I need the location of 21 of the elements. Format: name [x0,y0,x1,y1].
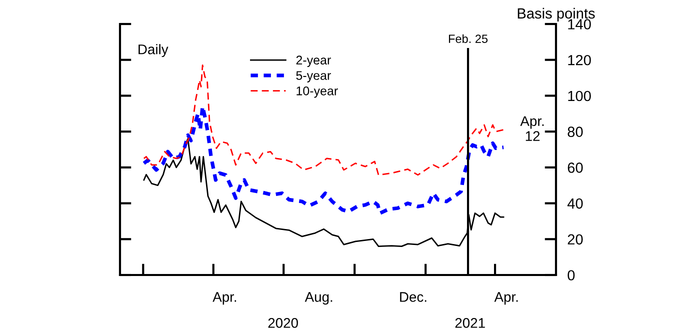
legend-label: 10-year [296,86,338,98]
annotation: Daily [138,44,168,58]
x-tick-label: Apr. [212,292,236,305]
y-tick-label: 0 [568,270,575,280]
y-tick-label: 140 [568,19,591,30]
text: 2020 [268,318,298,328]
y-tick-label: 60 [568,162,583,173]
x-tick-label: Dec. [400,292,426,302]
y-tick-label: 40 [567,198,583,209]
ref-line-label: Feb. 25 [448,34,488,43]
legend-label: 5-year [296,71,331,82]
x-tick-label: Aug. [304,292,332,305]
y-axis-title: Basis points [518,8,595,22]
x-tick-label: Apr. [494,292,518,305]
y-tick-label: 100 [568,90,591,102]
y-tick-label: 80 [568,126,583,137]
text: 2021 [455,318,485,328]
y-tick-label: 20 [568,234,583,245]
annotation: Apr. 12 [520,116,544,141]
legend-label: 2-year [296,56,331,67]
y-tick-label: 120 [568,54,591,66]
